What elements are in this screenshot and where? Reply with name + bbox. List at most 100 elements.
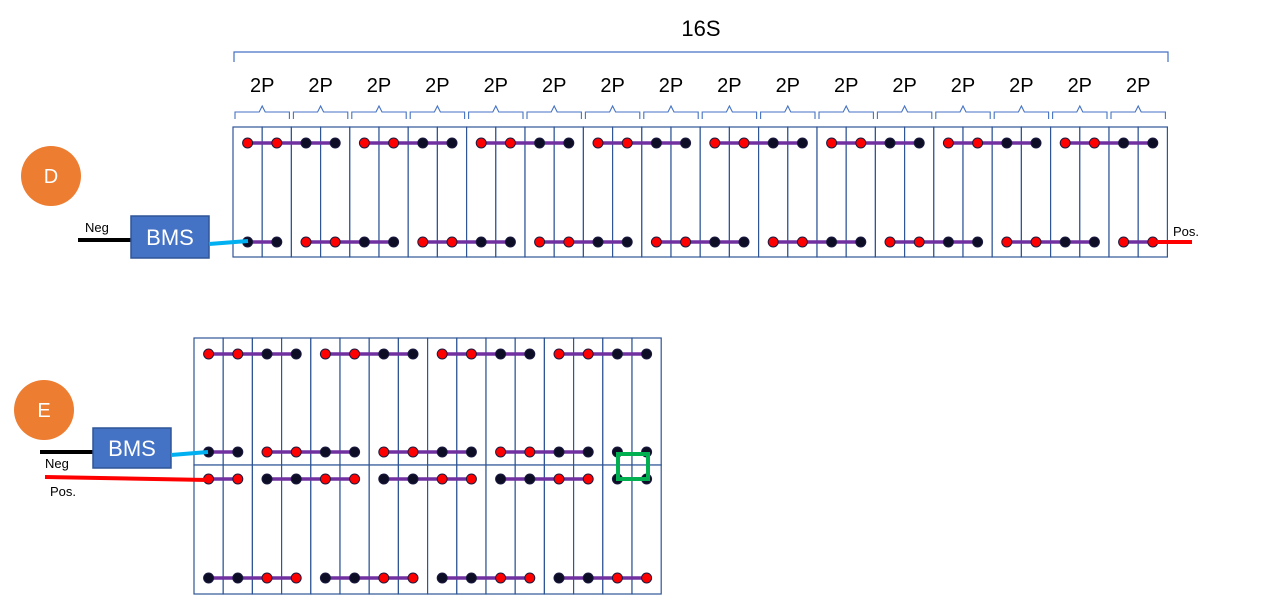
negative-terminal bbox=[319, 446, 331, 458]
negative-terminal bbox=[495, 473, 507, 485]
positive-terminal bbox=[826, 137, 838, 149]
pos-lead bbox=[44, 475, 209, 482]
cell-grid bbox=[193, 337, 662, 595]
negative-terminal bbox=[738, 236, 750, 248]
cell bbox=[1020, 126, 1052, 258]
cell bbox=[290, 126, 322, 258]
negative-terminal bbox=[465, 446, 477, 458]
negative-terminal bbox=[271, 236, 283, 248]
group-brace bbox=[818, 104, 874, 119]
cell bbox=[572, 464, 604, 595]
group-brace bbox=[584, 104, 641, 119]
neg-label: Neg bbox=[85, 220, 109, 235]
negative-terminal bbox=[232, 572, 244, 584]
cell bbox=[232, 126, 263, 258]
cell bbox=[1137, 126, 1168, 258]
positive-terminal bbox=[1059, 137, 1071, 149]
negative-terminal bbox=[504, 236, 516, 248]
positive-terminal bbox=[913, 236, 925, 248]
positive-terminal bbox=[407, 446, 419, 458]
negative-terminal bbox=[349, 572, 361, 584]
negative-terminal bbox=[884, 137, 896, 149]
cell bbox=[436, 126, 468, 258]
negative-terminal bbox=[582, 572, 594, 584]
cell bbox=[874, 126, 906, 258]
negative-terminal bbox=[767, 137, 779, 149]
negative-terminal bbox=[378, 473, 390, 485]
group-brace bbox=[935, 104, 991, 119]
cell bbox=[378, 126, 409, 258]
bms-box bbox=[130, 215, 210, 259]
negative-terminal bbox=[1118, 137, 1130, 149]
negative-terminal bbox=[650, 137, 662, 149]
negative-terminal bbox=[553, 446, 565, 458]
group-brace bbox=[876, 104, 933, 119]
negative-terminal bbox=[1030, 137, 1042, 149]
positive-terminal bbox=[290, 446, 302, 458]
marker-circle-d bbox=[21, 146, 81, 206]
negative-terminal bbox=[942, 236, 954, 248]
positive-terminal bbox=[592, 137, 604, 149]
series-brace bbox=[233, 51, 1169, 62]
bms-lead bbox=[208, 239, 249, 246]
negative-terminal bbox=[329, 137, 341, 149]
group-label: 2P bbox=[659, 75, 683, 97]
negative-terminal bbox=[534, 137, 546, 149]
group-label: 2P bbox=[600, 75, 624, 97]
cell bbox=[397, 337, 429, 466]
positive-terminal bbox=[641, 572, 653, 584]
negative-terminal bbox=[495, 348, 507, 360]
group-label: 2P bbox=[1126, 75, 1150, 97]
cell bbox=[933, 126, 964, 258]
group-label: 2P bbox=[367, 75, 391, 97]
marker-circle-e bbox=[14, 380, 74, 440]
group-brace bbox=[468, 104, 524, 119]
negative-terminal bbox=[261, 473, 273, 485]
group-brace bbox=[292, 104, 349, 119]
negative-terminal bbox=[1088, 236, 1100, 248]
negative-terminal bbox=[913, 137, 925, 149]
bms-box bbox=[92, 427, 172, 469]
group-brace bbox=[351, 104, 407, 119]
jumper-link bbox=[616, 452, 650, 481]
positive-terminal bbox=[271, 137, 283, 149]
negative-terminal bbox=[407, 348, 419, 360]
negative-terminal bbox=[261, 348, 273, 360]
cell bbox=[281, 337, 312, 466]
positive-terminal bbox=[855, 137, 867, 149]
group-brace bbox=[643, 104, 699, 119]
group-brace bbox=[1052, 104, 1108, 119]
cell bbox=[427, 337, 458, 466]
series-label: 16S bbox=[681, 16, 720, 41]
cell bbox=[582, 126, 614, 258]
group-label: 2P bbox=[1009, 75, 1033, 97]
negative-terminal bbox=[319, 572, 331, 584]
negative-terminal bbox=[524, 348, 536, 360]
positive-terminal bbox=[465, 473, 477, 485]
negative-terminal bbox=[826, 236, 838, 248]
positive-terminal bbox=[242, 137, 254, 149]
negative-terminal bbox=[592, 236, 604, 248]
positive-terminal bbox=[553, 473, 565, 485]
negative-terminal bbox=[436, 572, 448, 584]
negative-terminal bbox=[1059, 236, 1071, 248]
positive-terminal bbox=[407, 572, 419, 584]
cell bbox=[611, 126, 643, 258]
bms-label: BMS bbox=[146, 225, 194, 250]
diagram-e: E Neg BMS Pos. bbox=[14, 337, 662, 595]
positive-terminal bbox=[203, 348, 215, 360]
group-label: 2P bbox=[834, 75, 858, 97]
group-label: 2P bbox=[425, 75, 449, 97]
group-braces bbox=[234, 104, 1166, 119]
group-brace bbox=[1110, 104, 1166, 119]
group-brace bbox=[701, 104, 758, 119]
positive-terminal bbox=[436, 473, 448, 485]
negative-terminal bbox=[417, 137, 429, 149]
positive-terminal bbox=[709, 137, 721, 149]
positive-terminal bbox=[621, 137, 633, 149]
positive-terminal bbox=[475, 137, 487, 149]
positive-terminal bbox=[1088, 137, 1100, 149]
positive-terminal bbox=[524, 446, 536, 458]
positive-terminal bbox=[417, 236, 429, 248]
